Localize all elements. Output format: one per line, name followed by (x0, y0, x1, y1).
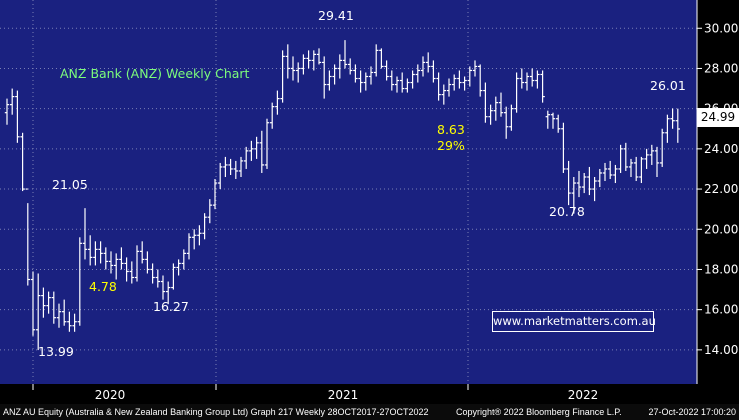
annotation-label: 16.27 (153, 299, 189, 314)
watermark-link[interactable]: www.marketmatters.com.au (492, 311, 656, 332)
annotation-label: 29% (437, 138, 465, 153)
x-axis-panel (0, 384, 739, 404)
y-axis-panel (697, 0, 739, 384)
price-chart: 14.0016.0018.0020.0022.0024.0026.0028.00… (0, 0, 739, 404)
x-tick-label: 2021 (328, 388, 359, 402)
annotation-label: 4.78 (89, 279, 117, 294)
footer-source: ANZ AU Equity (Australia & New Zealand B… (3, 407, 429, 417)
footer-bar: ANZ AU Equity (Australia & New Zealand B… (0, 404, 739, 420)
annotations: 29.41 21.05 26.01 20.78 16.27 13.99 4.78 8.6329… (38, 8, 686, 359)
annotation-label: 29.41 (318, 8, 354, 23)
annotation-label: 20.78 (549, 204, 585, 219)
y-axis-ticks: 14.0016.0018.0020.0022.0024.0026.0028.00… (696, 0, 738, 384)
y-tick-label: 24.00 (704, 142, 738, 156)
annotation-label: 13.99 (38, 344, 74, 359)
chart-title: ANZ Bank (ANZ) Weekly Chart (60, 66, 250, 81)
y-tick-label: 20.00 (704, 222, 738, 236)
y-tick-label: 22.00 (704, 182, 738, 196)
x-tick-label: 2022 (568, 388, 599, 402)
ohlc-bars (4, 40, 680, 351)
x-axis-ticks: 2020 2021 2022 (32, 384, 599, 402)
y-tick-label: 14.00 (704, 343, 738, 357)
annotation-label: 21.05 (52, 177, 88, 192)
y-tick-label: 28.00 (704, 61, 738, 75)
y-tick-label: 16.00 (704, 303, 738, 317)
y-tick-label: 30.00 (704, 21, 738, 35)
y-tick-label: 18.00 (704, 262, 738, 276)
x-tick-label: 2020 (95, 388, 126, 402)
annotation-label: 26.01 (650, 78, 686, 93)
footer-timestamp: 27-Oct-2022 17:00:20 (648, 407, 736, 417)
annotation-label: 8.63 (437, 122, 465, 137)
footer-copyright: Copyright® 2022 Bloomberg Finance L.P. (456, 407, 622, 417)
last-price-tag: 24.99 (697, 108, 739, 127)
